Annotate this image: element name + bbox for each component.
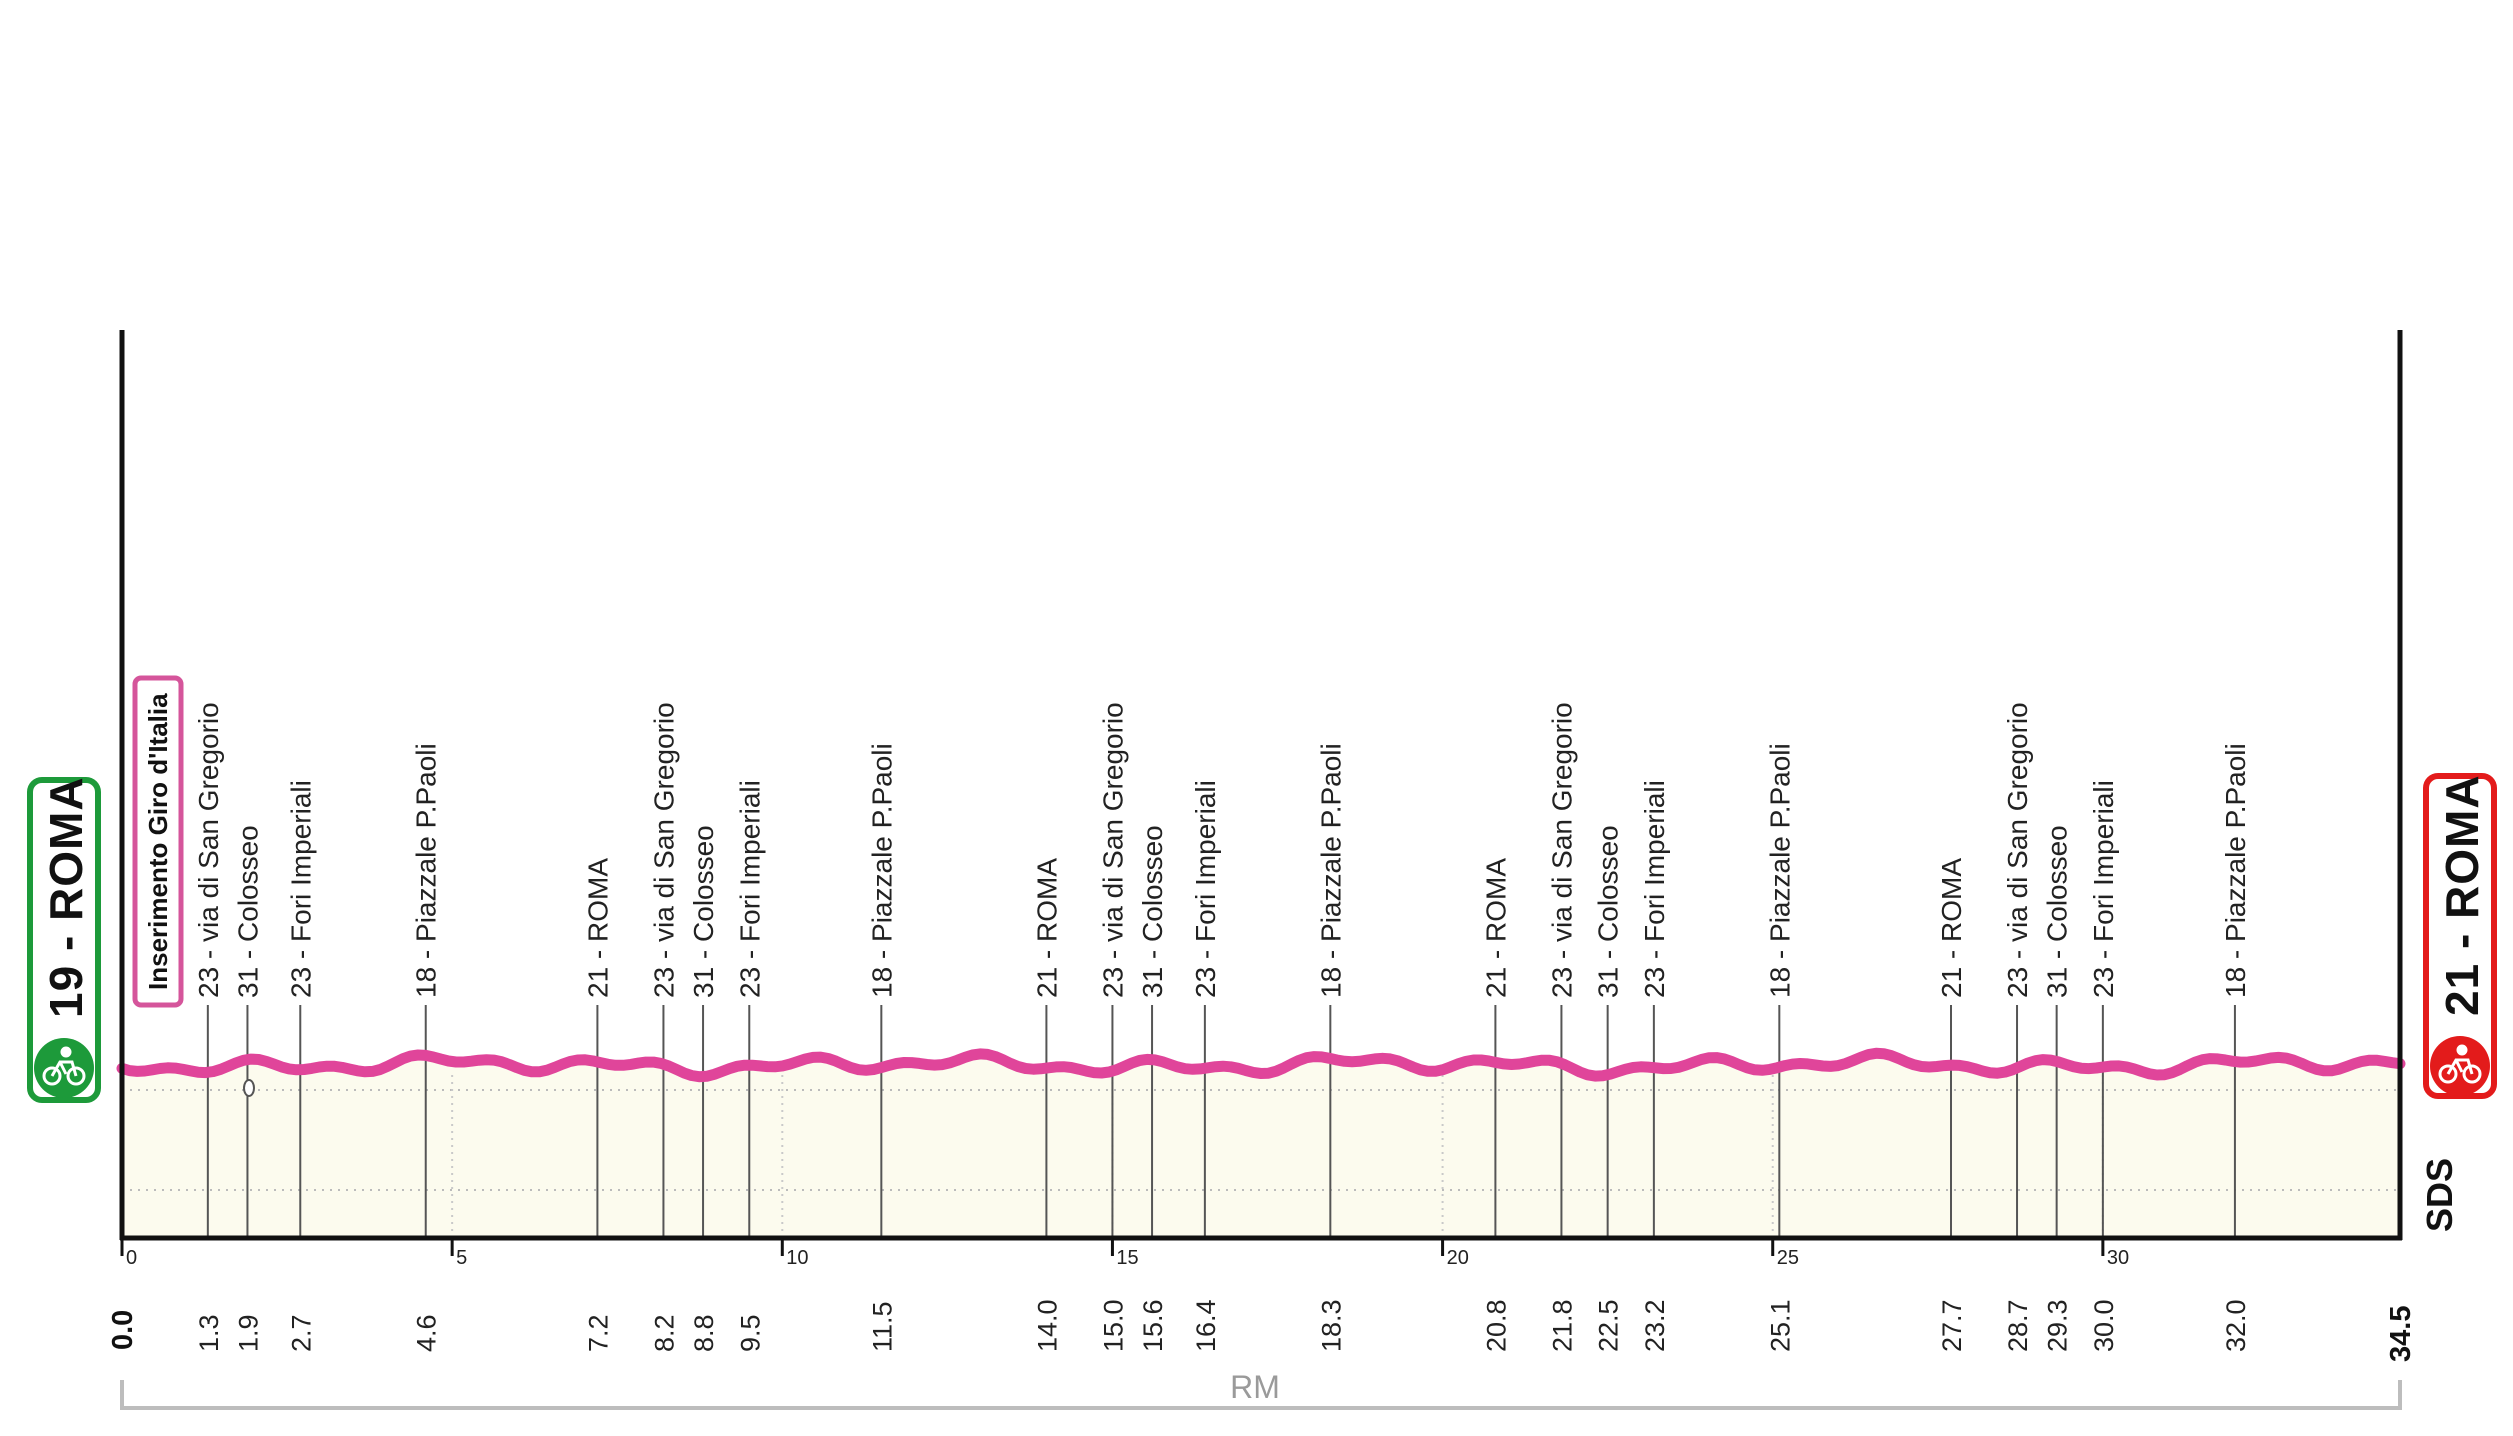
banner-text: Inserimento Giro d'Italia <box>143 693 173 990</box>
waypoint-label: 23 - Fori Imperiali <box>734 780 765 998</box>
region-label: RM <box>1230 1369 1280 1405</box>
waypoint-km-label: 28.7 <box>2003 1299 2033 1352</box>
x-tick-label: 30 <box>2107 1247 2129 1269</box>
x-tick-label: 5 <box>456 1247 467 1269</box>
waypoint-km-label: 2.7 <box>286 1314 316 1352</box>
waypoint-km-label: 18.3 <box>1316 1299 1346 1352</box>
waypoint-km-label: 11.5 <box>867 1301 897 1352</box>
finish-km-label: 34.5 <box>2385 1306 2417 1362</box>
waypoint-label: 21 - ROMA <box>1480 858 1511 998</box>
cyclist-glyph <box>42 1046 86 1086</box>
km-labels: 1.3 1.9 2.7 4.6 7.2 8.2 8.8 9.5 11.5 14.0 15.0 15.6… <box>194 1299 2251 1352</box>
waypoint-km-label: 23.2 <box>1640 1299 1670 1352</box>
waypoint-km-label: 25.1 <box>1765 1299 1795 1352</box>
x-tick-label: 25 <box>1777 1247 1799 1269</box>
waypoint-label: 31 - Colosseo <box>688 825 719 998</box>
waypoint-km-label: 27.7 <box>1937 1299 1967 1352</box>
x-tick-label: 10 <box>786 1247 808 1269</box>
waypoint-km-label: 8.8 <box>689 1314 719 1352</box>
waypoint-label: 23 - Fori Imperiali <box>285 780 316 998</box>
waypoint-label: 21 - ROMA <box>1936 858 1967 998</box>
waypoint-label: 31 - Colosseo <box>1593 825 1624 998</box>
cyclist-glyph <box>2438 1044 2482 1084</box>
start-badge-text: 19 - ROMA <box>40 776 92 1018</box>
x-ticks: 0 5 10 15 20 25 30 <box>120 1238 2129 1269</box>
waypoint-label: 18 - Piazzale P.Paoli <box>866 743 897 998</box>
waypoint-km-label: 14.0 <box>1032 1299 1062 1352</box>
x-tick-label: 15 <box>1116 1247 1138 1269</box>
waypoint-group: 23 - via di San Gregorio 31 - Colosseo 23 … <box>193 702 2251 1238</box>
waypoint-km-label: 29.3 <box>2043 1299 2073 1352</box>
waypoint-label: 31 - Colosseo <box>2042 825 2073 998</box>
waypoint-label: 23 - via di San Gregorio <box>1546 702 1577 998</box>
waypoint-km-label: 20.8 <box>1481 1299 1511 1352</box>
waypoint-label: 23 - via di San Gregorio <box>1097 702 1128 998</box>
start-badge: 19 - ROMA <box>27 776 101 1103</box>
waypoint-label: 23 - Fori Imperiali <box>2088 780 2119 998</box>
waypoint-label: 23 - via di San Gregorio <box>2002 702 2033 998</box>
sds-logo: SDS <box>2419 1158 2460 1232</box>
waypoint-label: 18 - Piazzale P.Paoli <box>411 743 442 998</box>
waypoint-km-label: 15.0 <box>1098 1299 1128 1352</box>
waypoint-label: 23 - Fori Imperiali <box>1639 780 1670 998</box>
waypoint-label: 23 - via di San Gregorio <box>193 702 224 998</box>
x-tick-label: 20 <box>1447 1247 1469 1269</box>
waypoint-km-label: 30.0 <box>2089 1299 2119 1352</box>
poi-marker <box>243 1079 255 1097</box>
waypoint-km-label: 7.2 <box>583 1314 613 1352</box>
finish-badge-text: 21 - ROMA <box>2436 774 2488 1016</box>
waypoint-km-label: 8.2 <box>649 1314 679 1352</box>
waypoint-km-label: 22.5 <box>1594 1299 1624 1352</box>
region-bracket <box>120 1380 2402 1410</box>
waypoint-label: 31 - Colosseo <box>1137 825 1168 998</box>
waypoint-km-label: 15.6 <box>1138 1299 1168 1352</box>
waypoint-label: 18 - Piazzale P.Paoli <box>1764 743 1795 998</box>
waypoint-label: 31 - Colosseo <box>232 825 263 998</box>
start-km-label: 0.0 <box>107 1310 139 1350</box>
waypoint-km-label: 4.6 <box>412 1314 442 1352</box>
finish-badge: 21 - ROMA <box>2423 773 2497 1099</box>
waypoint-km-label: 32.0 <box>2221 1299 2251 1352</box>
waypoint-km-label: 1.9 <box>233 1314 263 1352</box>
x-tick-label: 0 <box>126 1247 137 1269</box>
waypoint-km-label: 16.4 <box>1191 1299 1221 1352</box>
profile-area-fill <box>122 1053 2400 1238</box>
profile-line <box>116 1047 2406 1083</box>
waypoint-label: 18 - Piazzale P.Paoli <box>2220 743 2251 998</box>
waypoint-label: 21 - ROMA <box>1031 858 1062 998</box>
waypoint-km-label: 1.3 <box>194 1314 224 1352</box>
waypoint-km-label: 21.8 <box>1547 1299 1577 1352</box>
banner-box <box>132 675 184 1008</box>
waypoint-km-label: 9.5 <box>735 1314 765 1352</box>
waypoint-label: 21 - ROMA <box>582 858 613 998</box>
waypoint-label: 23 - via di San Gregorio <box>648 702 679 998</box>
waypoint-label: 23 - Fori Imperiali <box>1190 780 1221 998</box>
waypoint-label: 18 - Piazzale P.Paoli <box>1315 743 1346 998</box>
